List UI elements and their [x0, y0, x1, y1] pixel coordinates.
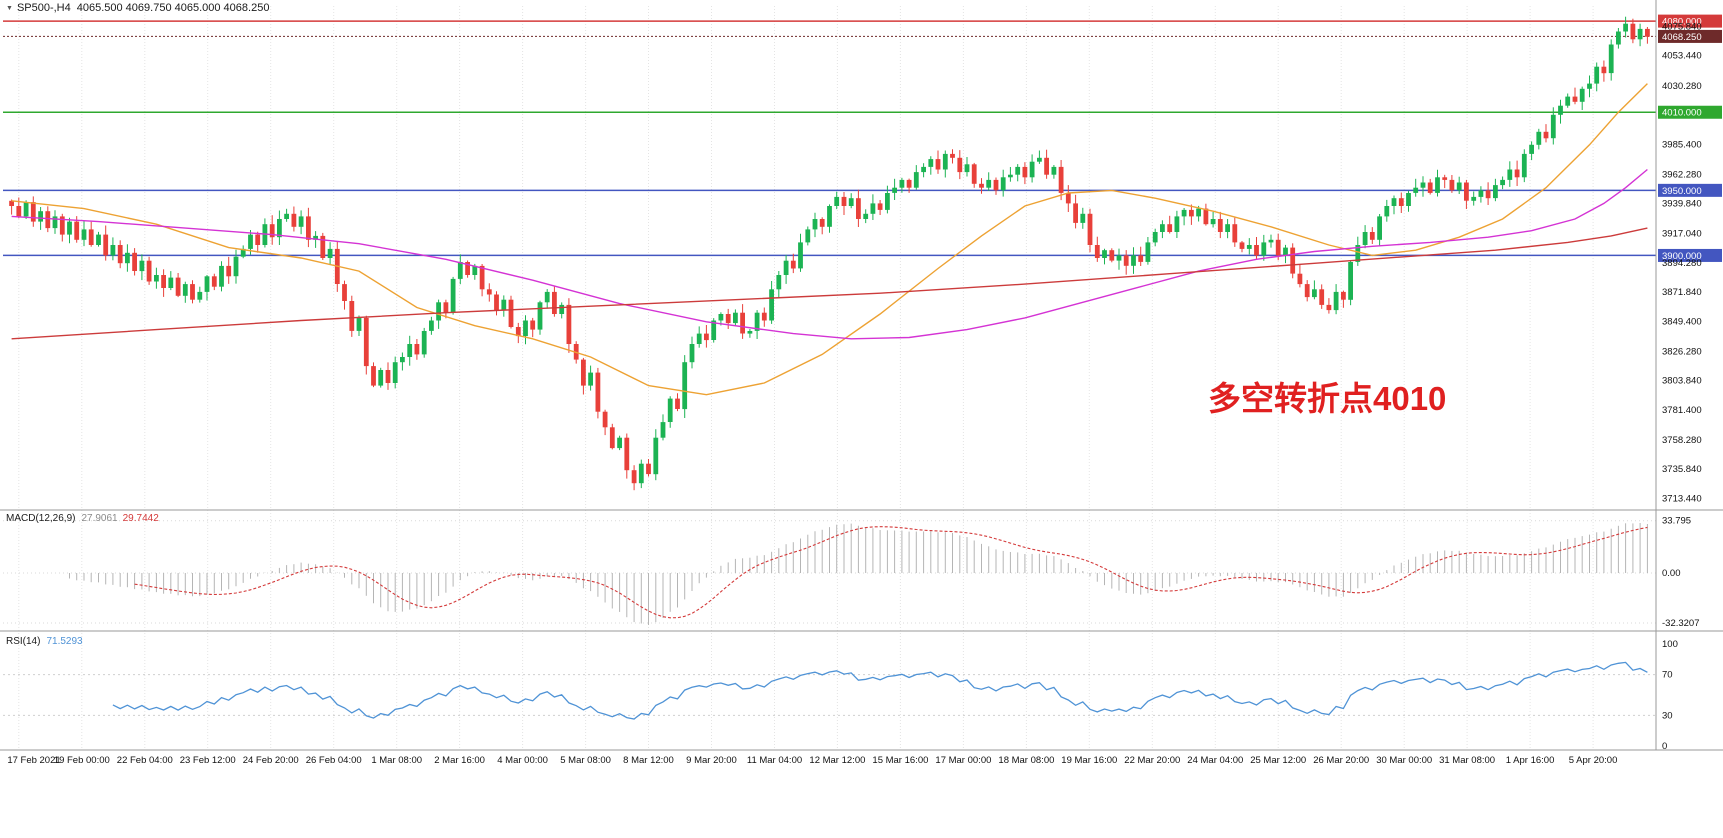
- time-axis-label: 22 Mar 20:00: [1124, 755, 1180, 766]
- price-axis-labels: 33.795 0.00 -32.3207 100 70 30 0 4075.840 4053.4…: [1662, 22, 1702, 752]
- price-axis-label: 3871.840: [1662, 287, 1702, 298]
- svg-text:4010.000: 4010.000: [1662, 108, 1702, 119]
- turning-point-annotation: 多空转折点4010: [1208, 380, 1447, 417]
- price-axis-label: 4053.440: [1662, 51, 1702, 62]
- macd-signal-value: 29.7442: [122, 513, 159, 524]
- macd-indicator-label: MACD(12,26,9) 27.9061 29.7442: [6, 513, 159, 524]
- time-axis-label: 30 Mar 00:00: [1376, 755, 1432, 766]
- header-ohlc-values: 4065.500 4069.750 4065.000 4068.250: [76, 2, 270, 14]
- time-axis-label: 8 Mar 12:00: [623, 755, 674, 766]
- price-axis-label: 3735.840: [1662, 464, 1702, 475]
- time-axis-label: 4 Mar 00:00: [497, 755, 548, 766]
- rsi-panel: [3, 661, 1656, 720]
- macd-signal-line: [134, 526, 1648, 619]
- pane-separators: [0, 0, 1723, 751]
- price-axis-label: 4030.280: [1662, 81, 1702, 92]
- price-axis-label: 3939.840: [1662, 199, 1702, 210]
- symbol-dropdown-icon[interactable]: ▼: [6, 5, 13, 12]
- time-axis-label: 12 Mar 12:00: [809, 755, 865, 766]
- time-axis-label: 17 Mar 00:00: [935, 755, 991, 766]
- time-axis-label: 24 Feb 20:00: [243, 755, 299, 766]
- price-axis-label: 3962.280: [1662, 169, 1702, 180]
- time-axis-label: 19 Feb 00:00: [54, 755, 110, 766]
- price-axis-label: 3758.280: [1662, 435, 1702, 446]
- svg-text:4068.250: 4068.250: [1662, 32, 1702, 43]
- level-price-tag: [1658, 105, 1722, 119]
- price-axis-label: 3894.280: [1662, 258, 1702, 269]
- svg-text:-32.3207: -32.3207: [1662, 618, 1700, 629]
- macd-panel: [3, 520, 1656, 625]
- macd-name: MACD(12,26,9): [6, 513, 76, 524]
- price-axis-label: 3917.040: [1662, 228, 1702, 239]
- svg-text:0: 0: [1662, 741, 1667, 752]
- time-axis-label: 2 Mar 16:00: [434, 755, 485, 766]
- grid-lines: [18, 6, 1594, 750]
- time-axis-label: 11 Mar 04:00: [747, 755, 802, 766]
- time-axis-label: 18 Mar 08:00: [998, 755, 1054, 766]
- symbol-header: ▼ SP500-,H4 4065.500 4069.750 4065.000 406…: [6, 2, 269, 14]
- price-axis-label: 3803.840: [1662, 376, 1702, 387]
- time-axis-label: 15 Mar 16:00: [872, 755, 928, 766]
- price-axis-label: 3826.280: [1662, 346, 1702, 357]
- svg-text:33.795: 33.795: [1662, 516, 1691, 527]
- time-axis-label: 24 Mar 04:00: [1187, 755, 1243, 766]
- horizontal-level-lines: 4080.000 4010.000 3950.000 3900.000 4068.250: [3, 14, 1722, 262]
- time-axis-label: 9 Mar 20:00: [686, 755, 737, 766]
- level-price-tag: [1658, 183, 1722, 197]
- svg-text:3950.000: 3950.000: [1662, 186, 1702, 197]
- ma-fast: [11, 83, 1648, 396]
- svg-text:0.00: 0.00: [1662, 568, 1681, 579]
- rsi-line: [112, 661, 1648, 720]
- time-axis-label: 23 Feb 12:00: [180, 755, 236, 766]
- ma-mid: [11, 168, 1648, 340]
- time-axis-label: 1 Apr 16:00: [1506, 755, 1555, 766]
- rsi-indicator-label: RSI(14) 71.5293: [6, 636, 83, 647]
- symbol-title: SP500-,H4: [16, 2, 71, 14]
- rsi-value: 71.5293: [46, 636, 83, 647]
- time-axis-label: 25 Mar 12:00: [1250, 755, 1306, 766]
- time-axis-label: 31 Mar 08:00: [1439, 755, 1495, 766]
- time-axis-label: 22 Feb 04:00: [117, 755, 173, 766]
- svg-text:4080.000: 4080.000: [1662, 17, 1702, 28]
- current-price-tag: [1658, 29, 1722, 43]
- time-axis-label: 26 Feb 04:00: [306, 755, 362, 766]
- svg-text:100: 100: [1662, 639, 1678, 650]
- price-axis-label: 3985.400: [1662, 139, 1702, 150]
- level-price-tag: [1658, 14, 1722, 28]
- price-axis-label: 3849.400: [1662, 316, 1702, 327]
- price-axis-label: 3781.400: [1662, 405, 1702, 416]
- time-axis-label: 1 Mar 08:00: [371, 755, 422, 766]
- macd-main-value: 27.9061: [81, 513, 118, 524]
- time-axis-label: 17 Feb 2021: [7, 755, 60, 766]
- rsi-name: RSI(14): [6, 636, 41, 647]
- ma-slow: [11, 227, 1648, 340]
- price-axis-label: 3713.440: [1662, 493, 1702, 504]
- time-axis-label: 26 Mar 20:00: [1313, 755, 1369, 766]
- time-axis-label: 5 Apr 20:00: [1569, 755, 1618, 766]
- time-axis-label: 5 Mar 08:00: [560, 755, 611, 766]
- price-axis-label: 4075.840: [1662, 22, 1702, 33]
- svg-text:70: 70: [1662, 670, 1673, 681]
- time-axis-label: 19 Mar 16:00: [1061, 755, 1117, 766]
- svg-text:3900.000: 3900.000: [1662, 251, 1702, 262]
- moving-average-lines: [11, 83, 1648, 396]
- svg-text:30: 30: [1662, 710, 1673, 721]
- level-price-tag: [1658, 248, 1722, 262]
